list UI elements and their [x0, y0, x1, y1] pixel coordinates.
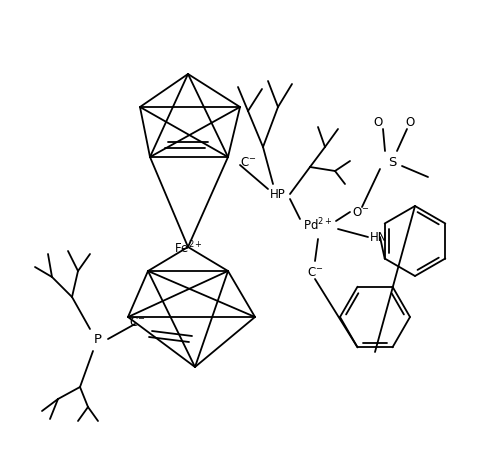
Text: HN: HN [370, 231, 388, 244]
Text: C$^{-}$: C$^{-}$ [307, 265, 323, 278]
Text: O: O [373, 115, 383, 128]
Text: Fe$^{2+}$: Fe$^{2+}$ [174, 239, 203, 256]
Text: O: O [405, 115, 415, 128]
Text: HP: HP [270, 188, 286, 201]
Text: Pd$^{2+}$: Pd$^{2+}$ [303, 216, 333, 233]
Text: O$^{-}$: O$^{-}$ [352, 206, 369, 219]
Text: P: P [94, 333, 102, 346]
Text: C$^{-}$: C$^{-}$ [128, 315, 145, 328]
Text: S: S [388, 155, 396, 168]
Text: C$^{-}$: C$^{-}$ [240, 156, 256, 169]
